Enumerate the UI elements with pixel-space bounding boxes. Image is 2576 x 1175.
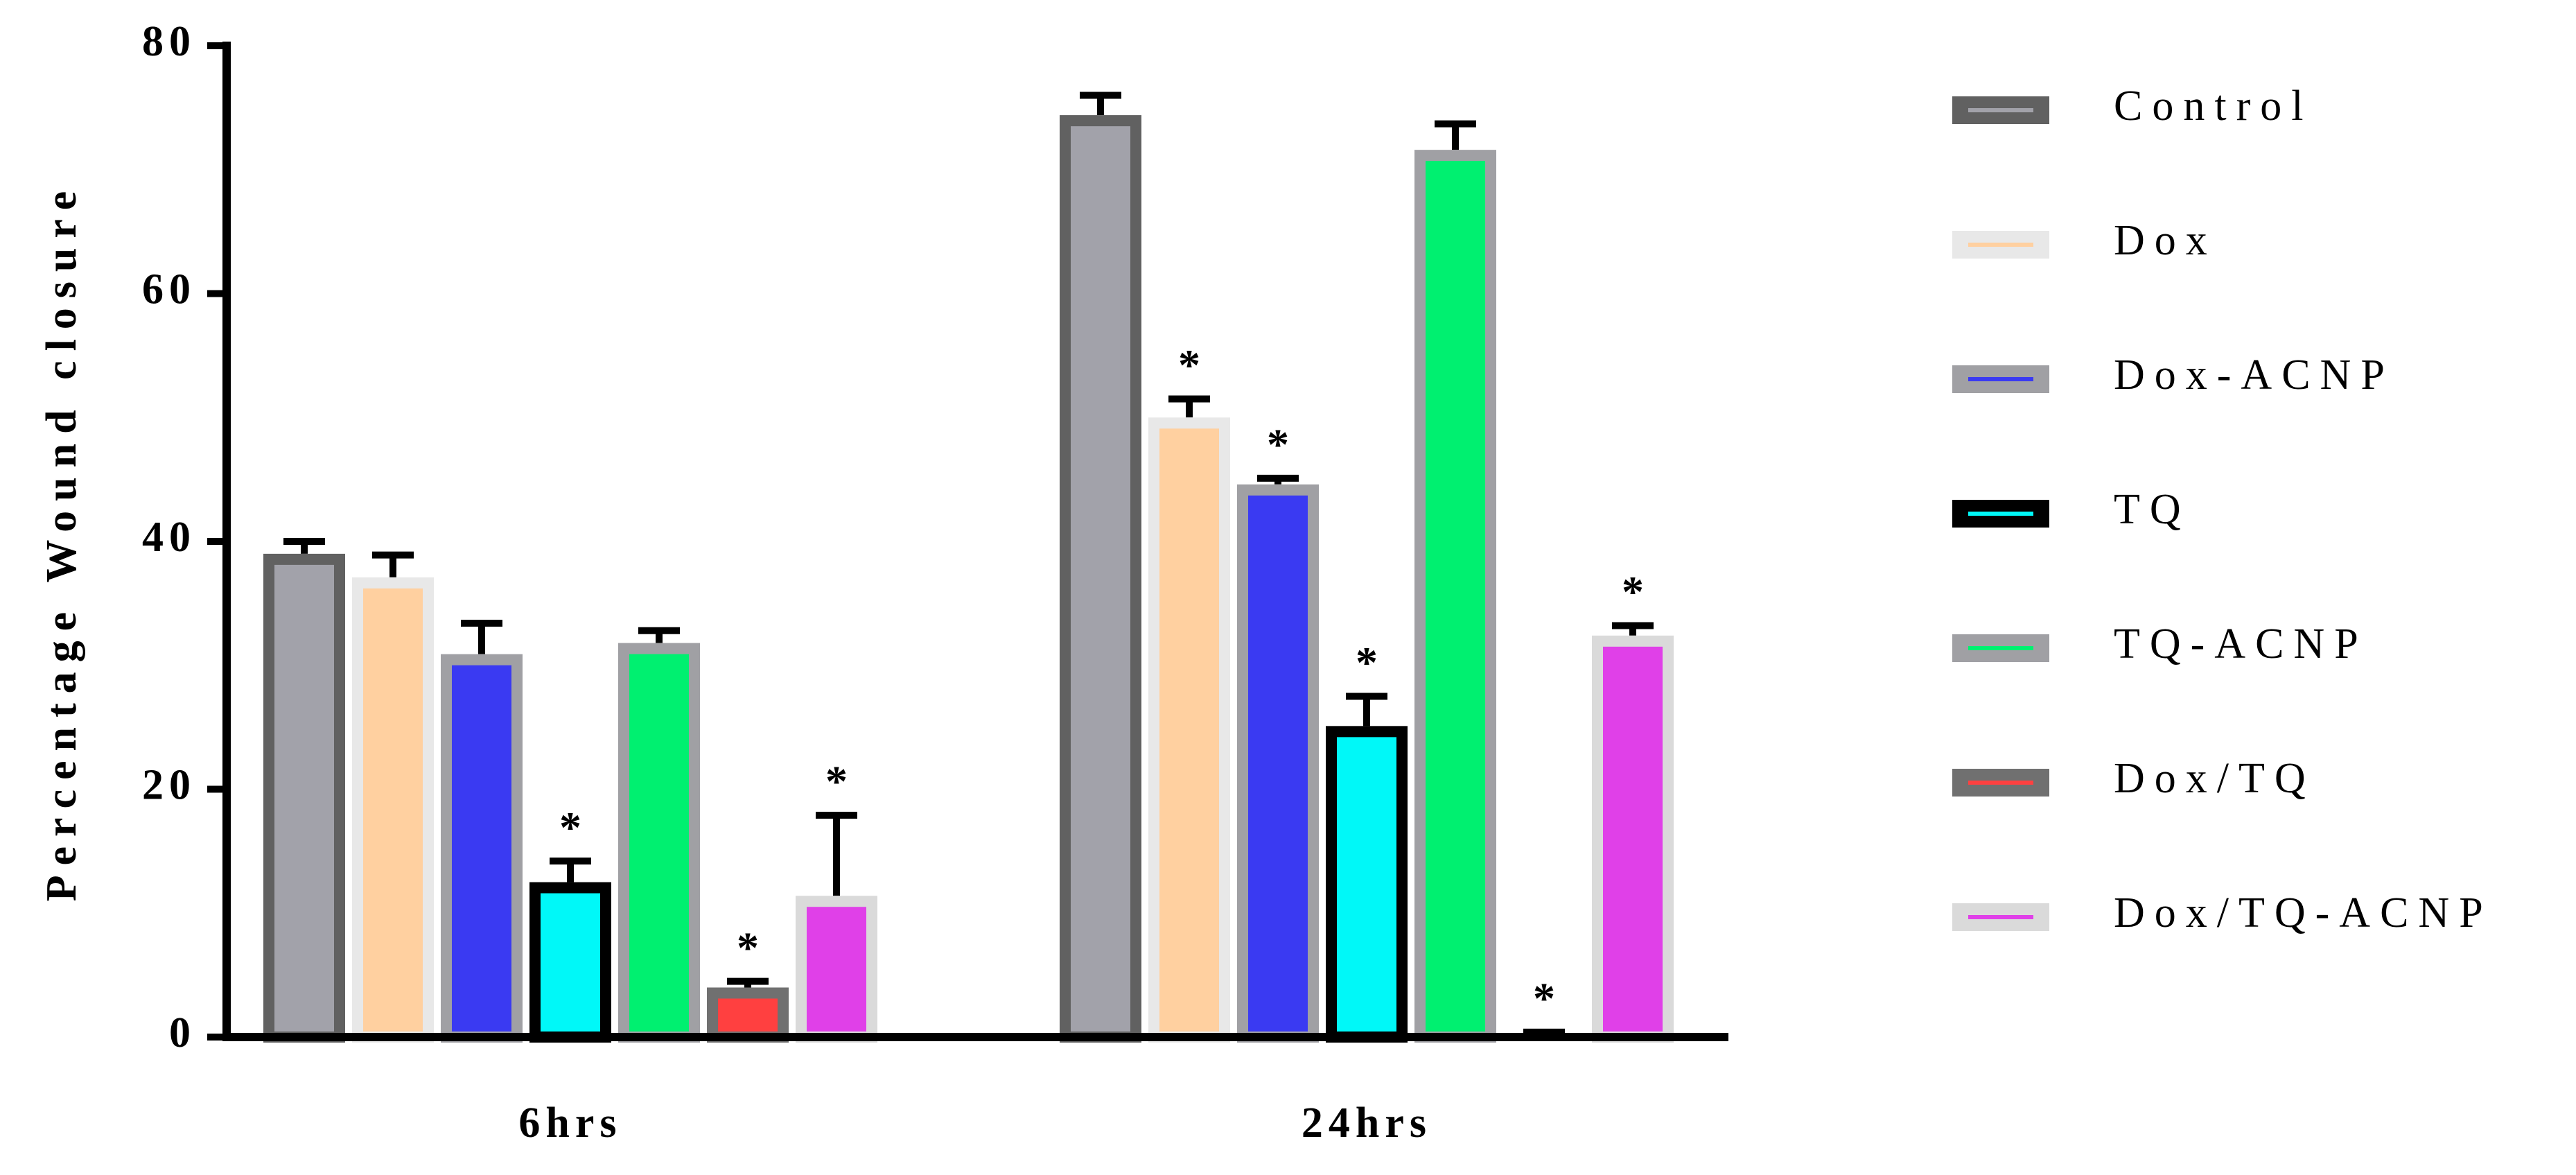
legend-label: Dox/TQ <box>2114 755 2315 802</box>
significance-label: * <box>1622 567 1644 616</box>
bar <box>441 654 523 1043</box>
bar <box>707 987 789 1043</box>
y-tick-label: 40 <box>142 514 196 561</box>
bar <box>1148 417 1230 1043</box>
significance-label: * <box>737 923 759 972</box>
bar <box>796 896 877 1043</box>
significance-label: * <box>559 803 581 852</box>
y-tick-label: 0 <box>169 1009 196 1056</box>
bar <box>263 553 345 1043</box>
y-axis-label: Percentage Wound closure <box>38 182 85 902</box>
y-tick-label: 80 <box>142 18 196 65</box>
legend-label: Control <box>2114 82 2313 130</box>
x-tick-label: 6hrs <box>518 1099 622 1147</box>
legend-label: TQ <box>2114 486 2191 533</box>
bar <box>1060 115 1141 1043</box>
bar <box>1592 635 1674 1043</box>
bar <box>352 577 434 1043</box>
bar <box>529 882 611 1043</box>
x-tick-label: 24hrs <box>1302 1099 1432 1147</box>
legend-label: Dox-ACNP <box>2114 351 2394 399</box>
legend-label: Dox/TQ-ACNP <box>2114 889 2493 937</box>
significance-label: * <box>1267 420 1289 469</box>
bar <box>1414 150 1496 1043</box>
significance-label: * <box>1356 638 1378 687</box>
significance-label: * <box>825 757 848 806</box>
legend-label: Dox <box>2114 217 2217 264</box>
bar <box>1326 726 1408 1043</box>
legend-label: TQ-ACNP <box>2114 620 2368 668</box>
y-tick-label: 60 <box>142 266 196 313</box>
bar <box>1237 484 1319 1043</box>
significance-label: * <box>1533 974 1555 1023</box>
bar <box>618 643 700 1043</box>
y-tick-label: 20 <box>142 762 196 809</box>
significance-label: * <box>1178 340 1200 390</box>
